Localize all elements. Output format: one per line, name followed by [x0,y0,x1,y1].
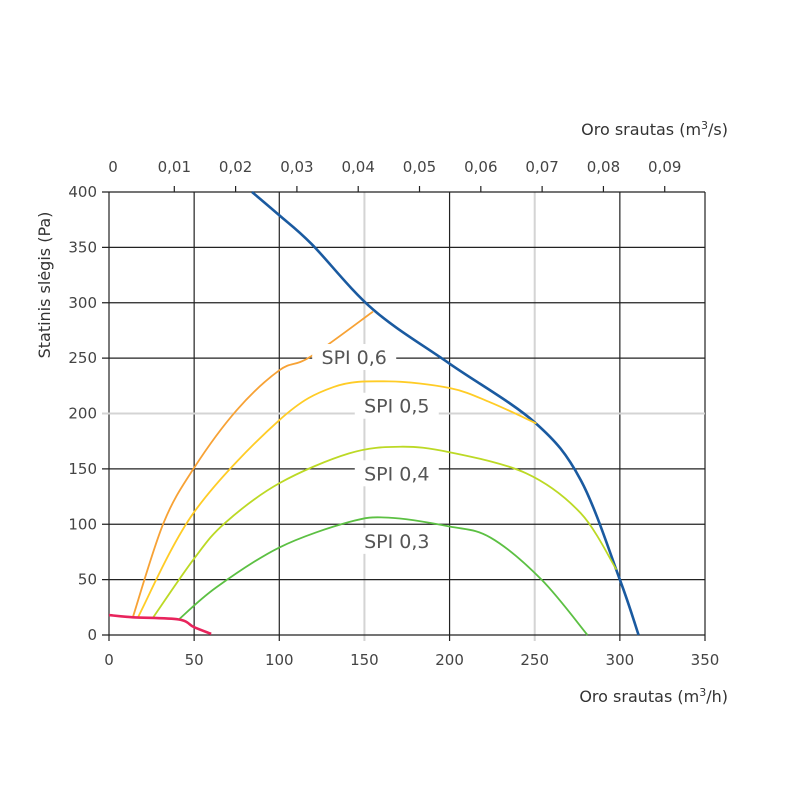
x-tick-label: 350 [691,651,720,669]
x-tick-label: 100 [265,651,294,669]
annotation-label: SPI 0,3 [364,531,429,553]
y-axis-label: Statinis slėgis (Pa) [35,212,54,359]
series-line-spi-0-5 [137,380,537,618]
x-tick-label: 200 [435,651,464,669]
y-tick-label: 50 [78,571,97,589]
y-tick-label: 0 [87,626,97,644]
annotation-background [354,460,439,487]
x-tick-label: 150 [350,651,379,669]
x-tick-label: 300 [606,651,635,669]
series-line-spi-0-3 [178,516,589,636]
x2-tick-label: 0 [108,158,118,176]
y-tick-label: 350 [68,238,97,256]
series-line-max [251,191,640,636]
x2-tick-label: 0,03 [280,158,313,176]
y-tick-label: 100 [68,515,97,533]
x-tick-label: 50 [185,651,204,669]
x2-tick-label: 0,01 [158,158,191,176]
series-line-spi-0-4 [152,445,618,618]
x2-tick-label: 0,06 [464,158,497,176]
x2-tick-label: 0,08 [587,158,620,176]
x2-tick-label: 0,05 [403,158,436,176]
y-tick-label: 250 [68,349,97,367]
annotation-label: SPI 0,4 [364,463,429,485]
x2-tick-label: 0,04 [342,158,375,176]
y-tick-label: 300 [68,294,97,312]
annotation-background [354,392,439,419]
x-tick-label: 250 [520,651,549,669]
x2-tick-label: 0,09 [648,158,681,176]
y-tick-label: 400 [68,183,97,201]
x-tick-label: 0 [104,651,114,669]
series-line-min [108,613,212,636]
x2-tick-label: 0,02 [219,158,252,176]
x2-tick-label: 0,07 [525,158,558,176]
x2-axis-label: Oro srautas (m3/s) [581,119,728,139]
y-tick-label: 200 [68,405,97,423]
tick-labels: 0 50 100 150 200 250 300 350 0 50 100 150 200 250 300 3… [68,158,719,669]
annotation-label: SPI 0,5 [364,396,429,418]
annotations: SPI 0,6 SPI 0,5 SPI 0,4 SPI 0,3 [312,344,439,554]
annotation-background [312,344,397,371]
series-line-spi-0-6 [131,310,374,618]
y-tick-label: 150 [68,460,97,478]
annotation-background [354,527,439,554]
annotation-label: SPI 0,6 [322,347,387,369]
series-group [108,191,640,636]
x-axis-label: Oro srautas (m3/h) [579,686,728,706]
